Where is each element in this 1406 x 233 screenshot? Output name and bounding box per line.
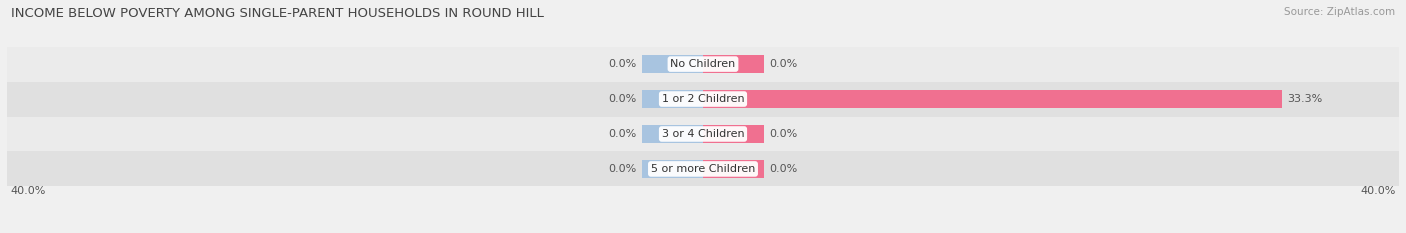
Text: 0.0%: 0.0%: [769, 164, 797, 174]
Bar: [703, 90, 1282, 108]
Bar: [643, 125, 703, 143]
Text: 0.0%: 0.0%: [609, 129, 637, 139]
Text: 33.3%: 33.3%: [1288, 94, 1323, 104]
Bar: [7, 82, 1399, 116]
Bar: [703, 55, 763, 73]
Bar: [643, 160, 703, 178]
Text: 0.0%: 0.0%: [609, 164, 637, 174]
Bar: [703, 160, 763, 178]
Text: 3 or 4 Children: 3 or 4 Children: [662, 129, 744, 139]
Bar: [643, 55, 703, 73]
Bar: [643, 90, 703, 108]
Text: 5 or more Children: 5 or more Children: [651, 164, 755, 174]
Text: 40.0%: 40.0%: [1360, 186, 1396, 196]
Text: 0.0%: 0.0%: [769, 129, 797, 139]
Text: 1 or 2 Children: 1 or 2 Children: [662, 94, 744, 104]
Text: Source: ZipAtlas.com: Source: ZipAtlas.com: [1284, 7, 1395, 17]
Bar: [7, 151, 1399, 186]
Bar: [703, 125, 763, 143]
Text: 0.0%: 0.0%: [609, 94, 637, 104]
Bar: [7, 116, 1399, 151]
Text: 0.0%: 0.0%: [609, 59, 637, 69]
Text: No Children: No Children: [671, 59, 735, 69]
Text: INCOME BELOW POVERTY AMONG SINGLE-PARENT HOUSEHOLDS IN ROUND HILL: INCOME BELOW POVERTY AMONG SINGLE-PARENT…: [11, 7, 544, 20]
Bar: [7, 47, 1399, 82]
Text: 40.0%: 40.0%: [10, 186, 46, 196]
Text: 0.0%: 0.0%: [769, 59, 797, 69]
